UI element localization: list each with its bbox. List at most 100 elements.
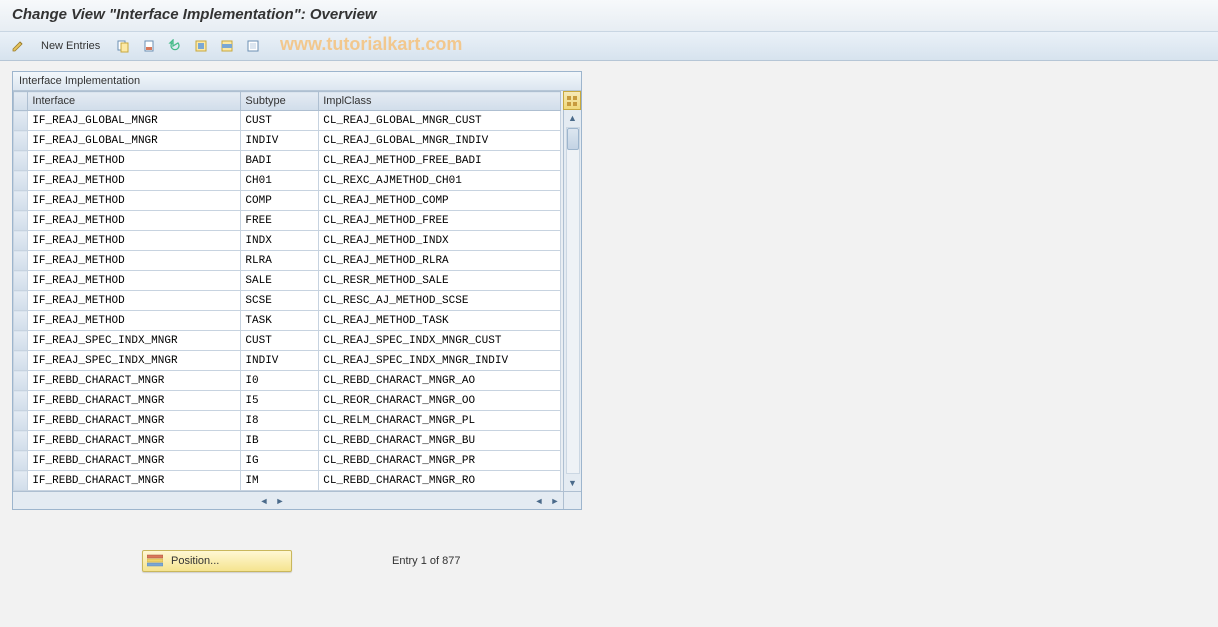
col-subtype[interactable]: Subtype — [241, 92, 319, 111]
horizontal-scrollbar[interactable]: ◄ ► ◄ ► — [13, 491, 563, 509]
cell-iface[interactable]: IF_REBD_CHARACT_MNGR — [28, 431, 241, 451]
row-selector[interactable] — [14, 331, 28, 351]
cell-iface[interactable]: IF_REAJ_GLOBAL_MNGR — [28, 131, 241, 151]
cell-implclass[interactable]: CL_REOR_CHARACT_MNGR_OO — [319, 391, 561, 411]
row-selector[interactable] — [14, 291, 28, 311]
deselect-all-icon[interactable] — [243, 36, 263, 56]
vertical-scrollbar[interactable]: ▲ ▼ — [563, 110, 581, 491]
cell-iface[interactable]: IF_REAJ_METHOD — [28, 231, 241, 251]
cell-subtype[interactable]: CUST — [241, 331, 319, 351]
cell-implclass[interactable]: CL_REBD_CHARACT_MNGR_BU — [319, 431, 561, 451]
cell-implclass[interactable]: CL_REAJ_METHOD_FREE — [319, 211, 561, 231]
table-row[interactable]: IF_REAJ_METHODSCSECL_RESC_AJ_METHOD_SCSE — [14, 291, 561, 311]
cell-subtype[interactable]: IB — [241, 431, 319, 451]
cell-implclass[interactable]: CL_REAJ_GLOBAL_MNGR_INDIV — [319, 131, 561, 151]
cell-iface[interactable]: IF_REAJ_SPEC_INDX_MNGR — [28, 351, 241, 371]
table-row[interactable]: IF_REAJ_GLOBAL_MNGRINDIVCL_REAJ_GLOBAL_M… — [14, 131, 561, 151]
undo-icon[interactable] — [165, 36, 185, 56]
table-row[interactable]: IF_REAJ_METHODSALECL_RESR_METHOD_SALE — [14, 271, 561, 291]
toggle-edit-icon[interactable] — [8, 36, 28, 56]
row-selector[interactable] — [14, 111, 28, 131]
row-selector[interactable] — [14, 191, 28, 211]
table-row[interactable]: IF_REBD_CHARACT_MNGRIGCL_REBD_CHARACT_MN… — [14, 451, 561, 471]
cell-subtype[interactable]: BADI — [241, 151, 319, 171]
cell-iface[interactable]: IF_REAJ_GLOBAL_MNGR — [28, 111, 241, 131]
table-row[interactable]: IF_REAJ_SPEC_INDX_MNGRINDIVCL_REAJ_SPEC_… — [14, 351, 561, 371]
cell-iface[interactable]: IF_REAJ_METHOD — [28, 191, 241, 211]
row-selector[interactable] — [14, 391, 28, 411]
hscroll-left2-icon[interactable]: ◄ — [531, 493, 547, 509]
row-selector[interactable] — [14, 151, 28, 171]
cell-subtype[interactable]: IM — [241, 471, 319, 491]
cell-iface[interactable]: IF_REAJ_METHOD — [28, 151, 241, 171]
cell-implclass[interactable]: CL_RELM_CHARACT_MNGR_PL — [319, 411, 561, 431]
cell-iface[interactable]: IF_REAJ_METHOD — [28, 291, 241, 311]
cell-iface[interactable]: IF_REAJ_SPEC_INDX_MNGR — [28, 331, 241, 351]
cell-subtype[interactable]: SCSE — [241, 291, 319, 311]
col-implclass[interactable]: ImplClass — [319, 92, 561, 111]
new-entries-button[interactable]: New Entries — [34, 37, 107, 55]
cell-iface[interactable]: IF_REBD_CHARACT_MNGR — [28, 451, 241, 471]
cell-iface[interactable]: IF_REAJ_METHOD — [28, 211, 241, 231]
table-row[interactable]: IF_REAJ_METHODCOMPCL_REAJ_METHOD_COMP — [14, 191, 561, 211]
cell-subtype[interactable]: INDX — [241, 231, 319, 251]
row-selector[interactable] — [14, 271, 28, 291]
delete-icon[interactable] — [139, 36, 159, 56]
cell-iface[interactable]: IF_REBD_CHARACT_MNGR — [28, 391, 241, 411]
cell-subtype[interactable]: I0 — [241, 371, 319, 391]
table-row[interactable]: IF_REAJ_GLOBAL_MNGRCUSTCL_REAJ_GLOBAL_MN… — [14, 111, 561, 131]
cell-subtype[interactable]: COMP — [241, 191, 319, 211]
copy-icon[interactable] — [113, 36, 133, 56]
cell-subtype[interactable]: TASK — [241, 311, 319, 331]
cell-implclass[interactable]: CL_REAJ_METHOD_TASK — [319, 311, 561, 331]
hscroll-right2-icon[interactable]: ► — [547, 493, 563, 509]
cell-iface[interactable]: IF_REAJ_METHOD — [28, 251, 241, 271]
table-row[interactable]: IF_REBD_CHARACT_MNGRIMCL_REBD_CHARACT_MN… — [14, 471, 561, 491]
row-selector[interactable] — [14, 411, 28, 431]
cell-implclass[interactable]: CL_REBD_CHARACT_MNGR_PR — [319, 451, 561, 471]
table-row[interactable]: IF_REAJ_SPEC_INDX_MNGRCUSTCL_REAJ_SPEC_I… — [14, 331, 561, 351]
vscroll-down-icon[interactable]: ▼ — [565, 475, 581, 491]
table-row[interactable]: IF_REBD_CHARACT_MNGRI0CL_REBD_CHARACT_MN… — [14, 371, 561, 391]
table-row[interactable]: IF_REBD_CHARACT_MNGRI5CL_REOR_CHARACT_MN… — [14, 391, 561, 411]
row-selector[interactable] — [14, 231, 28, 251]
cell-implclass[interactable]: CL_REAJ_SPEC_INDX_MNGR_INDIV — [319, 351, 561, 371]
row-selector[interactable] — [14, 371, 28, 391]
cell-implclass[interactable]: CL_REAJ_METHOD_RLRA — [319, 251, 561, 271]
cell-implclass[interactable]: CL_REAJ_METHOD_INDX — [319, 231, 561, 251]
cell-implclass[interactable]: CL_RESC_AJ_METHOD_SCSE — [319, 291, 561, 311]
cell-subtype[interactable]: INDIV — [241, 131, 319, 151]
cell-subtype[interactable]: CH01 — [241, 171, 319, 191]
hscroll-left-icon[interactable]: ◄ — [256, 493, 272, 509]
table-config-button[interactable] — [563, 91, 581, 110]
cell-subtype[interactable]: I5 — [241, 391, 319, 411]
hscroll-right-icon[interactable]: ► — [272, 493, 288, 509]
cell-implclass[interactable]: CL_REAJ_METHOD_COMP — [319, 191, 561, 211]
table-row[interactable]: IF_REAJ_METHODCH01CL_REXC_AJMETHOD_CH01 — [14, 171, 561, 191]
table-row[interactable]: IF_REAJ_METHODFREECL_REAJ_METHOD_FREE — [14, 211, 561, 231]
row-selector[interactable] — [14, 211, 28, 231]
position-button[interactable]: Position... — [142, 550, 292, 572]
table-row[interactable]: IF_REBD_CHARACT_MNGRIBCL_REBD_CHARACT_MN… — [14, 431, 561, 451]
table-row[interactable]: IF_REAJ_METHODBADICL_REAJ_METHOD_FREE_BA… — [14, 151, 561, 171]
row-selector[interactable] — [14, 451, 28, 471]
select-block-icon[interactable] — [217, 36, 237, 56]
table-row[interactable]: IF_REAJ_METHODRLRACL_REAJ_METHOD_RLRA — [14, 251, 561, 271]
table-row[interactable]: IF_REAJ_METHODINDXCL_REAJ_METHOD_INDX — [14, 231, 561, 251]
cell-iface[interactable]: IF_REAJ_METHOD — [28, 311, 241, 331]
vscroll-up-icon[interactable]: ▲ — [565, 110, 581, 126]
row-selector[interactable] — [14, 171, 28, 191]
cell-implclass[interactable]: CL_REXC_AJMETHOD_CH01 — [319, 171, 561, 191]
cell-subtype[interactable]: RLRA — [241, 251, 319, 271]
cell-iface[interactable]: IF_REBD_CHARACT_MNGR — [28, 471, 241, 491]
cell-implclass[interactable]: CL_REAJ_METHOD_FREE_BADI — [319, 151, 561, 171]
row-selector[interactable] — [14, 131, 28, 151]
cell-iface[interactable]: IF_REAJ_METHOD — [28, 171, 241, 191]
table-row[interactable]: IF_REBD_CHARACT_MNGRI8CL_RELM_CHARACT_MN… — [14, 411, 561, 431]
row-selector[interactable] — [14, 471, 28, 491]
col-interface[interactable]: Interface — [28, 92, 241, 111]
vscroll-track[interactable] — [566, 127, 580, 474]
select-all-icon[interactable] — [191, 36, 211, 56]
row-selector[interactable] — [14, 431, 28, 451]
cell-subtype[interactable]: IG — [241, 451, 319, 471]
